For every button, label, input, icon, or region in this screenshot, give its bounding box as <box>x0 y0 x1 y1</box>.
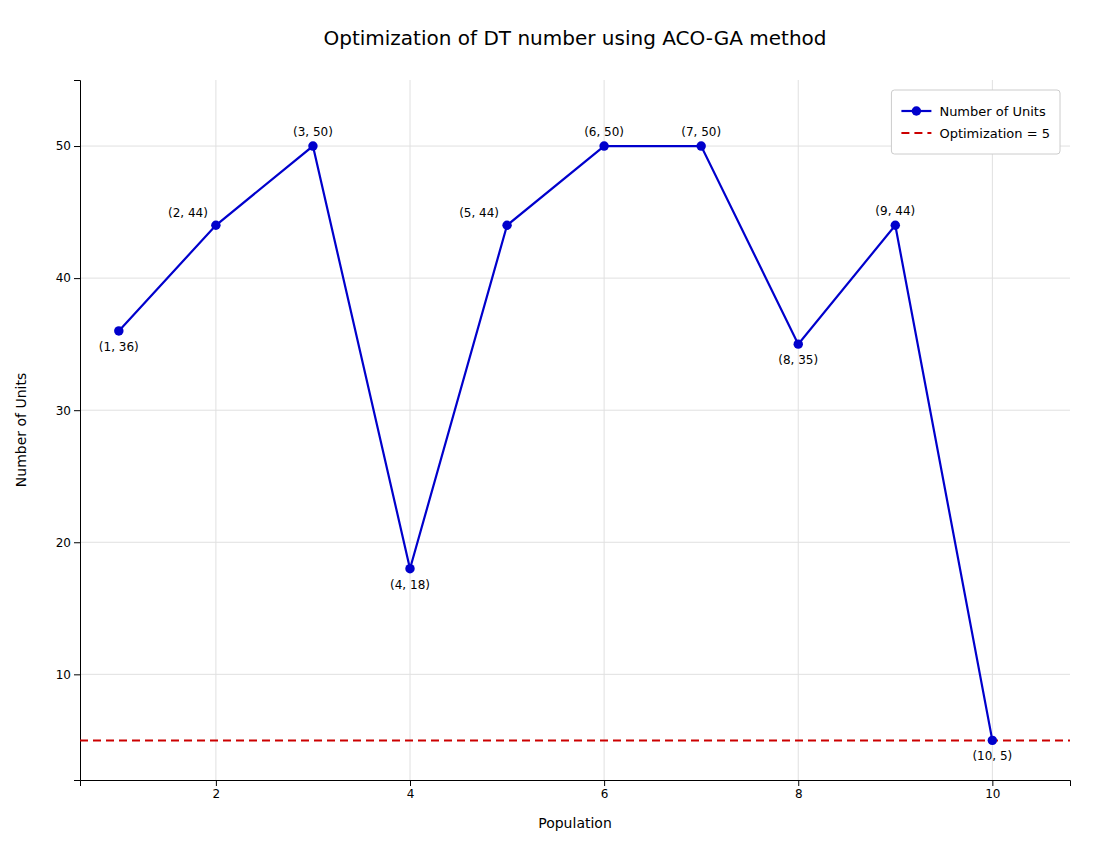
x-axis-line <box>81 781 1071 787</box>
y-tick: 40 <box>56 271 80 285</box>
legend-label: Optimization = 5 <box>939 126 1050 141</box>
x-tick-mark <box>410 780 411 786</box>
grid-line-x <box>604 80 605 780</box>
point <box>696 141 705 150</box>
y-tick-mark <box>74 542 80 543</box>
point <box>502 221 511 230</box>
x-tick-mark <box>604 780 605 786</box>
legend-swatch <box>901 132 931 134</box>
y-tick-label: 20 <box>56 536 71 550</box>
legend-label: Number of Units <box>939 104 1045 119</box>
grid-line-x <box>215 80 216 780</box>
y-axis-title: Number of Units <box>13 373 29 487</box>
point <box>891 221 900 230</box>
y-tick: 10 <box>56 668 80 682</box>
x-tick-mark <box>216 780 217 786</box>
point <box>308 141 317 150</box>
y-tick-mark <box>74 278 80 279</box>
grid-line-y <box>80 278 1070 279</box>
x-tick-label: 2 <box>213 787 221 801</box>
y-axis: 10 20 30 40 50 <box>56 81 81 781</box>
point <box>794 339 803 348</box>
y-axis-line <box>74 81 81 781</box>
title: Optimization of DT number using ACO-GA m… <box>323 26 826 50</box>
annotation: (4, 18) <box>390 578 430 592</box>
point <box>211 221 220 230</box>
marks <box>80 141 1070 745</box>
annotation: (5, 44) <box>459 206 499 220</box>
y-tick-label: 10 <box>56 668 71 682</box>
annotations: (1, 36) (2, 44) (3, 50) (4, 18) (5, 44) (6, 5… <box>99 125 1012 763</box>
x-tick: 10 <box>985 780 1000 801</box>
x-axis: 2 4 6 8 10 <box>81 780 1071 801</box>
y-tick: 20 <box>56 536 80 550</box>
y-tick: 30 <box>56 404 80 418</box>
x-axis-title: Population <box>538 815 612 831</box>
series-line <box>119 146 993 740</box>
x-tick-label: 4 <box>407 787 415 801</box>
x-tick: 8 <box>795 780 803 801</box>
x-tick-mark <box>992 780 993 786</box>
annotation: (6, 50) <box>584 125 624 139</box>
x-tick-label: 6 <box>601 787 609 801</box>
point <box>599 141 608 150</box>
x-tick-label: 8 <box>795 787 803 801</box>
annotation: (7, 50) <box>681 125 721 139</box>
chart: 2 4 6 8 10 10 20 30 40 50 (1, 36) (2, 44) (3, 50) (4,… <box>0 0 1100 850</box>
grid-line-x <box>992 80 993 780</box>
y-tick-mark <box>74 674 80 675</box>
point <box>114 326 123 335</box>
reference-line <box>80 739 1070 741</box>
y-tick: 50 <box>56 139 80 153</box>
y-tick-label: 30 <box>56 404 71 418</box>
y-tick-mark <box>74 410 80 411</box>
annotation: (10, 5) <box>972 749 1012 763</box>
grid-line-y <box>80 542 1070 543</box>
legend-marker <box>912 106 921 115</box>
point <box>405 564 414 573</box>
grid <box>80 80 1070 780</box>
y-tick-mark <box>74 146 80 147</box>
legend: Number of Units Optimization = 5 <box>891 90 1060 154</box>
point <box>988 736 997 745</box>
x-tick: 4 <box>407 780 415 801</box>
grid-line-x <box>410 80 411 780</box>
x-tick-label: 10 <box>985 787 1000 801</box>
grid-line-y <box>80 410 1070 411</box>
y-tick-label: 50 <box>56 139 71 153</box>
annotation: (1, 36) <box>99 340 139 354</box>
x-tick-mark <box>798 780 799 786</box>
x-tick: 2 <box>213 780 221 801</box>
plot: 2 4 6 8 10 10 20 30 40 50 (1, 36) (2, 44) (3, 50) (4,… <box>56 80 1071 801</box>
annotation: (2, 44) <box>168 206 208 220</box>
grid-line-y <box>80 674 1070 675</box>
annotation: (8, 35) <box>778 353 818 367</box>
y-tick-label: 40 <box>56 271 71 285</box>
annotation: (9, 44) <box>875 204 915 218</box>
legend-box <box>891 90 1060 154</box>
grid-line-x <box>798 80 799 780</box>
annotation: (3, 50) <box>293 125 333 139</box>
x-tick: 6 <box>601 780 609 801</box>
